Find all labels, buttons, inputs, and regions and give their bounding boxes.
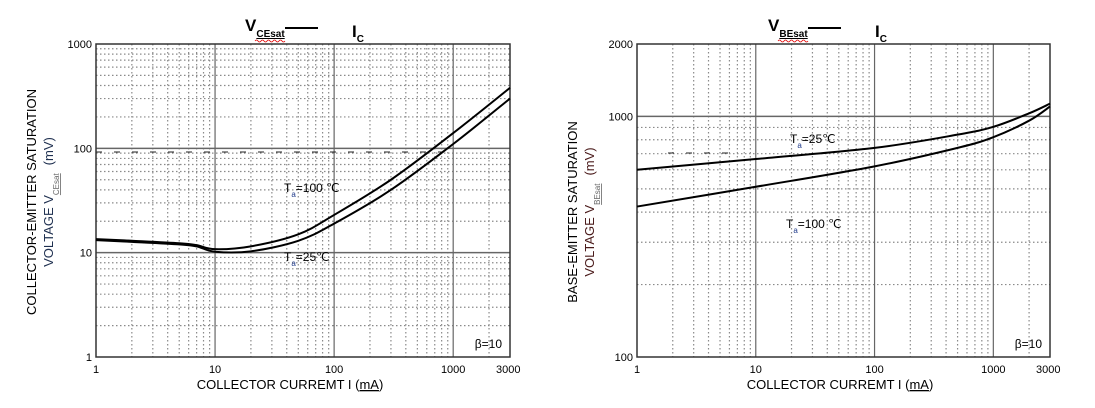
title-vs: I	[352, 22, 357, 41]
y-tick-label: 1000	[68, 39, 92, 51]
series-label-sub: a	[797, 141, 802, 150]
x-axis-unit-close: )	[379, 377, 383, 392]
condition-label: β=10	[1015, 337, 1043, 351]
y-tick-label: 100	[615, 352, 633, 364]
title-vs-sub: C	[880, 34, 887, 45]
x-tick-label: 10	[750, 364, 762, 376]
x-axis-label-text: COLLECTOR CURREMT I	[747, 377, 905, 392]
x-tick-label: 1000	[441, 364, 465, 376]
chart-title-vs: IC	[875, 22, 887, 45]
y-axis-label-unit: (mV)	[582, 147, 597, 175]
y-axis-label-unit: (mV)	[41, 137, 56, 165]
y-axis-label-line1: BASE-EMITTER SATURATION	[565, 121, 580, 303]
x-tick-label: 100	[325, 364, 343, 376]
x-axis-label: COLLECTOR CURREMT I (mA)	[747, 377, 934, 392]
series-line-1	[95, 87, 511, 251]
series-label-rest: =25℃	[296, 250, 330, 264]
title-main-sub: BEsat	[779, 29, 808, 40]
series-label-main: T	[284, 250, 292, 264]
y-tick-label: 1000	[609, 111, 633, 123]
y-axis-label-prefix: VOLTAGE V	[582, 205, 597, 277]
title-vs-sub: C	[357, 34, 364, 45]
chart-title: VCEsat	[245, 16, 285, 40]
y-axis-label-line2: VOLTAGE VCEsat (mV)	[41, 137, 61, 267]
series-label-main: T	[786, 217, 794, 231]
x-tick-label: 10	[209, 364, 221, 376]
spellcheck-underline	[254, 39, 286, 43]
series-label: Ta=25℃	[284, 250, 330, 268]
series-label: Ta=100 ℃	[786, 217, 842, 235]
series-line-2	[95, 97, 511, 254]
title-vs: I	[875, 22, 880, 41]
x-tick-label: 1000	[981, 364, 1005, 376]
chart-title: VBEsat	[768, 16, 808, 40]
condition-label: β=10	[475, 337, 503, 351]
y-tick-label: 1	[86, 352, 92, 364]
y-tick-label: 100	[74, 143, 92, 155]
grid-lines	[637, 44, 1050, 357]
y-tick-label: 2000	[609, 39, 633, 51]
series-label: Ta=100 ℃	[284, 181, 340, 199]
x-tick-label: 100	[865, 364, 883, 376]
x-tick-label: 3000	[1036, 364, 1060, 376]
x-axis-unit: mA	[359, 377, 379, 392]
y-axis-label-line2: VOLTAGE VBEsat (mV)	[582, 147, 602, 276]
x-tick-label: 1	[634, 364, 640, 376]
x-axis-label: COLLECTOR CURREMT I (mA)	[197, 377, 384, 392]
series-label-sub: a	[291, 259, 296, 268]
series-label-rest: =25℃	[802, 132, 836, 146]
y-axis-label-prefix: VOLTAGE V	[41, 195, 56, 267]
spellcheck-underline	[777, 39, 809, 43]
x-axis-unit-open: (	[905, 377, 910, 392]
x-tick-label: 3000	[496, 364, 520, 376]
series-label-sub: a	[793, 226, 798, 235]
series-label: Ta=25℃	[790, 132, 836, 150]
series-line-1	[636, 102, 1051, 171]
y-tick-label: 10	[80, 248, 92, 260]
title-main-sub: CEsat	[256, 29, 285, 40]
y-axis-label-sub: CEsat	[52, 173, 61, 196]
y-axis-label-sub: BEsat	[593, 183, 602, 205]
series-label-rest: =100 ℃	[798, 217, 842, 231]
series-line-2	[636, 105, 1051, 208]
series-label-sub: a	[291, 190, 296, 199]
plot-frame	[636, 43, 1051, 358]
x-axis-unit-close: )	[929, 377, 933, 392]
chart-title-vs: IC	[352, 22, 364, 45]
y-axis-label-line1: COLLECTOR-EMITTER SATURATION	[24, 89, 39, 315]
title-main: V	[245, 16, 257, 35]
series-label-rest: =100 ℃	[296, 181, 340, 195]
grid-lines	[96, 44, 510, 357]
plot-frame	[95, 43, 511, 358]
x-axis-unit-open: (	[355, 377, 360, 392]
title-main: V	[768, 16, 780, 35]
series-label-main: T	[284, 181, 292, 195]
x-axis-label-text: COLLECTOR CURREMT I	[197, 377, 355, 392]
x-axis-unit: mA	[909, 377, 929, 392]
series-label-main: T	[790, 132, 798, 146]
x-tick-label: 1	[93, 364, 99, 376]
